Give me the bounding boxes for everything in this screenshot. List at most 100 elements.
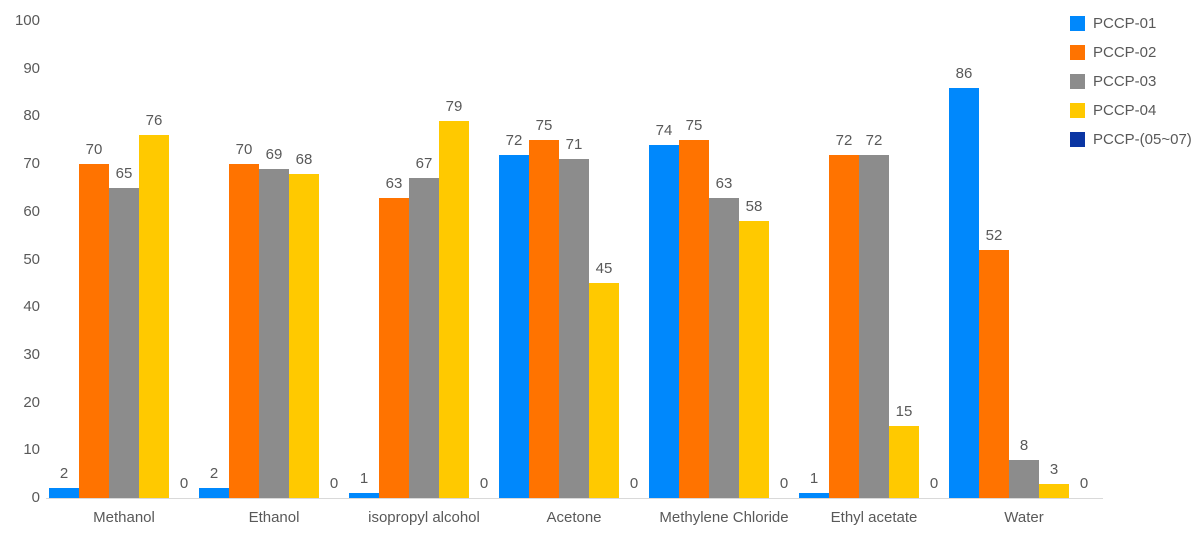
bar-pccp-01 — [49, 488, 79, 498]
bar-pccp-02 — [979, 249, 1009, 498]
bar-pccp-02 — [229, 164, 259, 498]
bar-value-label: 2 — [209, 465, 219, 483]
legend-item-pccp-03[interactable]: PCCP-03 — [1070, 67, 1192, 96]
bar-pccp-03 — [559, 159, 589, 498]
bar-value-label: 0 — [179, 475, 189, 492]
bar-slot: 72 — [829, 21, 859, 498]
bar-value-label: 75 — [535, 117, 553, 135]
bar-slot: 1 — [349, 21, 379, 498]
bar-value-label: 2 — [59, 465, 69, 483]
bar-pccp-04 — [439, 121, 469, 498]
bar-value-label: 0 — [479, 475, 489, 492]
bar-pccp-03 — [259, 168, 289, 498]
legend-label: PCCP-02 — [1093, 44, 1157, 61]
x-axis-category-label: Methylene Chloride — [659, 509, 789, 526]
bar-slot: 1 — [799, 21, 829, 498]
bar-value-label: 52 — [985, 226, 1003, 244]
bar-value-label: 0 — [329, 475, 339, 492]
bar-pccp-02 — [79, 164, 109, 498]
bar-slot: 3 — [1039, 21, 1069, 498]
bar-value-label: 65 — [115, 164, 133, 182]
legend-label: PCCP-(05~07) — [1093, 131, 1192, 148]
legend-item-pccp-02[interactable]: PCCP-02 — [1070, 38, 1192, 67]
category-group-acetone: 72 75 71 45 0 — [499, 21, 649, 498]
bar-slot: 71 — [559, 21, 589, 498]
bar-pccp-02 — [529, 140, 559, 498]
bar-pccp-03 — [109, 187, 139, 498]
bar-slot: 0 — [769, 21, 799, 498]
bar-value-label: 0 — [629, 475, 639, 492]
bar-value-label: 3 — [1049, 460, 1059, 478]
bar-value-label: 15 — [895, 403, 913, 421]
y-axis-tick-label: 80 — [23, 107, 40, 125]
bar-value-label: 68 — [295, 150, 313, 168]
bar-value-label: 76 — [145, 112, 163, 130]
x-axis-category-label: Methanol — [93, 509, 155, 526]
bar-value-label: 70 — [235, 141, 253, 159]
bar-value-label: 70 — [85, 141, 103, 159]
bar-pccp-04 — [289, 173, 319, 498]
bar-slot: 75 — [529, 21, 559, 498]
category-group-isopropyl-alcohol: 1 63 67 79 0 — [349, 21, 499, 498]
bar-value-label: 45 — [595, 260, 613, 278]
bar-pccp-01 — [499, 154, 529, 498]
legend-item-pccp-01[interactable]: PCCP-01 — [1070, 9, 1192, 38]
bar-slot: 67 — [409, 21, 439, 498]
bar-pccp-04 — [589, 283, 619, 498]
bar-pccp-04 — [739, 221, 769, 498]
bar-value-label: 1 — [809, 470, 819, 488]
bar-slot: 2 — [49, 21, 79, 498]
bar-slot: 58 — [739, 21, 769, 498]
legend-item-pccp-05-07[interactable]: PCCP-(05~07) — [1070, 125, 1192, 154]
legend-swatch-icon — [1070, 74, 1085, 89]
bar-value-label: 69 — [265, 145, 283, 163]
y-axis-tick-label: 20 — [23, 393, 40, 411]
category-group-ethanol: 2 70 69 68 0 — [199, 21, 349, 498]
bar-slot: 75 — [679, 21, 709, 498]
bar-pccp-03 — [709, 197, 739, 498]
bar-slot: 15 — [889, 21, 919, 498]
legend-label: PCCP-01 — [1093, 15, 1157, 32]
legend-label: PCCP-04 — [1093, 102, 1157, 119]
bar-slot: 0 — [319, 21, 349, 498]
bar-value-label: 79 — [445, 98, 463, 116]
bar-value-label: 67 — [415, 155, 433, 173]
bar-value-label: 1 — [359, 470, 369, 488]
y-axis: 0 10 20 30 40 50 60 70 80 90 100 — [0, 0, 40, 540]
x-axis-line — [46, 498, 1103, 499]
y-axis-tick-label: 40 — [23, 298, 40, 316]
bar-pccp-02 — [379, 197, 409, 498]
bar-slot: 65 — [109, 21, 139, 498]
y-axis-tick-label: 50 — [23, 250, 40, 268]
category-group-water: 86 52 8 3 0 — [949, 21, 1099, 498]
bar-pccp-04 — [1039, 483, 1069, 498]
x-axis-category-label: isopropyl alcohol — [368, 509, 480, 526]
legend-item-pccp-04[interactable]: PCCP-04 — [1070, 96, 1192, 125]
bar-value-label: 63 — [715, 174, 733, 192]
x-axis-category-label: Acetone — [546, 509, 602, 526]
bar-slot: 0 — [919, 21, 949, 498]
bar-pccp-01 — [649, 145, 679, 498]
plot-area: 2 70 65 76 0 2 70 69 68 0 1 63 67 79 0 72 75 71 45 0 74 75 63 5… — [49, 21, 1099, 498]
bar-value-label: 8 — [1019, 436, 1029, 454]
bar-value-label: 72 — [865, 131, 883, 149]
bar-pccp-01 — [199, 488, 229, 498]
x-axis-labels: Methanol Ethanol isopropyl alcohol Acetone M… — [49, 508, 1099, 528]
y-axis-tick-label: 90 — [23, 59, 40, 77]
bar-value-label: 74 — [655, 122, 673, 140]
bar-slot: 72 — [499, 21, 529, 498]
y-axis-tick-label: 100 — [14, 12, 40, 29]
legend-swatch-icon — [1070, 103, 1085, 118]
bar-slot: 70 — [229, 21, 259, 498]
bar-slot: 8 — [1009, 21, 1039, 498]
y-axis-tick-label: 30 — [23, 345, 40, 363]
bar-value-label: 75 — [685, 117, 703, 135]
bar-pccp-04 — [889, 426, 919, 498]
category-group-methylene-chloride: 74 75 63 58 0 — [649, 21, 799, 498]
bar-slot: 74 — [649, 21, 679, 498]
y-axis-tick-label: 0 — [31, 489, 40, 506]
bar-value-label: 0 — [1079, 475, 1089, 492]
bar-value-label: 63 — [385, 174, 403, 192]
legend: PCCP-01 PCCP-02 PCCP-03 PCCP-04 PCCP-(05~07) — [1070, 9, 1192, 154]
